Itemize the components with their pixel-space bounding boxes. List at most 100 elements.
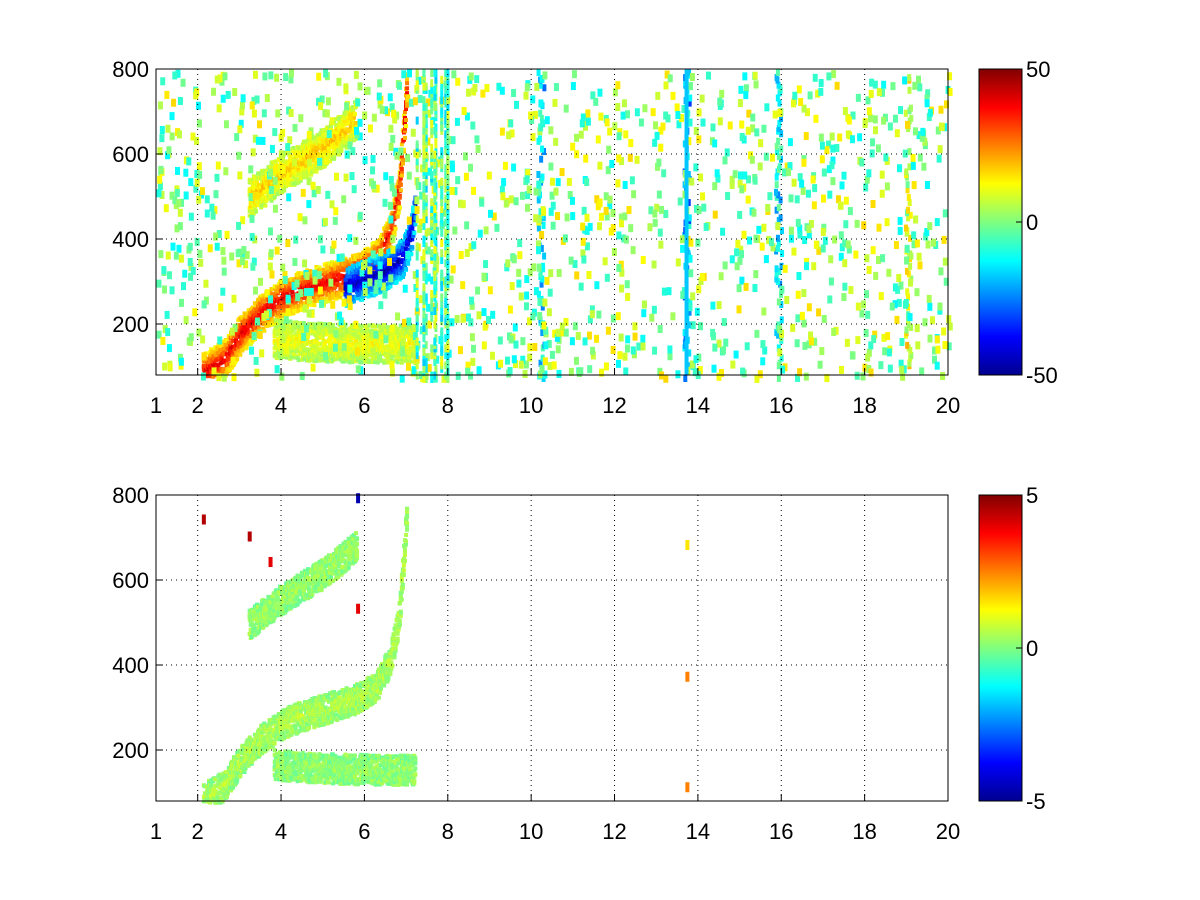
heatmap-cell: [251, 257, 257, 266]
heatmap-cell: [396, 201, 401, 206]
heatmap-cell: [333, 284, 338, 289]
heatmap-cell: [248, 186, 253, 191]
heatmap-cell: [308, 165, 313, 170]
heatmap-cell: [553, 137, 559, 146]
heatmap-cell: [688, 298, 693, 306]
heatmap-cell: [231, 352, 236, 357]
heatmap-cell: [332, 273, 337, 278]
heatmap-cell: [251, 316, 256, 321]
heatmap-cell: [384, 254, 389, 259]
heatmap-cell: [368, 289, 373, 294]
heatmap-cell: [258, 195, 263, 200]
heatmap-cell: [247, 206, 252, 211]
heatmap-cell: [308, 269, 313, 274]
heatmap-cell: [400, 246, 405, 251]
heatmap-cell: [383, 271, 388, 276]
heatmap-cell: [344, 331, 349, 336]
heatmap-cell: [276, 304, 281, 309]
heatmap-cell: [285, 322, 290, 327]
heatmap-cell: [330, 150, 335, 155]
heatmap-cell: [277, 166, 282, 171]
heatmap-cell: [287, 171, 292, 176]
heatmap-cell: [324, 109, 330, 118]
heatmap-cell: [226, 340, 231, 345]
heatmap-cell: [290, 290, 295, 295]
heatmap-cell: [413, 216, 418, 221]
heatmap-cell: [562, 234, 568, 243]
heatmap-cell: [242, 325, 247, 330]
heatmap-cell: [397, 248, 402, 253]
heatmap-cell: [341, 143, 346, 148]
heatmap-cell: [331, 295, 336, 300]
heatmap-cell: [284, 288, 289, 293]
heatmap-cell: [324, 327, 329, 332]
heatmap-cell: [346, 339, 351, 344]
heatmap-cell: [392, 265, 397, 270]
heatmap-cell: [245, 338, 250, 343]
heatmap-cell: [343, 173, 349, 182]
heatmap-cell: [307, 144, 312, 149]
heatmap-cell: [542, 84, 547, 92]
heatmap-cell: [296, 324, 301, 329]
heatmap-cell: [268, 164, 273, 169]
heatmap-cell: [262, 299, 267, 304]
heatmap-cell: [360, 328, 365, 333]
heatmap-cell: [779, 316, 784, 324]
heatmap-cell: [310, 323, 315, 328]
heatmap-cell: [292, 355, 297, 360]
heatmap-cell: [385, 237, 390, 242]
heatmap-cell: [739, 276, 745, 285]
heatmap-cell: [535, 240, 541, 249]
heatmap-cell: [332, 216, 338, 225]
heatmap-cell: [758, 139, 764, 148]
heatmap-cell: [541, 222, 546, 229]
heatmap-cell: [879, 88, 885, 97]
heatmap-cell: [313, 135, 318, 140]
heatmap-cell: [327, 298, 332, 303]
heatmap-cell: [292, 181, 297, 186]
heatmap-cell: [775, 148, 780, 156]
heatmap-cell: [316, 154, 321, 159]
heatmap-cell: [261, 184, 266, 189]
heatmap-cell: [298, 299, 303, 304]
heatmap-cell: [384, 248, 389, 253]
heatmap-cell: [286, 303, 291, 308]
heatmap-cell: [397, 357, 402, 362]
heatmap-cell: [314, 344, 319, 349]
heatmap-cell: [295, 275, 300, 280]
heatmap-cell: [312, 322, 317, 327]
heatmap-cell: [268, 186, 274, 195]
heatmap-cell: [539, 114, 544, 122]
heatmap-cell: [327, 159, 332, 164]
heatmap-cell: [401, 113, 406, 118]
heatmap-cell: [244, 344, 249, 349]
heatmap-cell: [373, 260, 378, 265]
heatmap-cell: [282, 177, 287, 182]
heatmap-cell: [908, 104, 913, 112]
heatmap-cell: [277, 331, 282, 336]
heatmap-cell: [397, 245, 402, 250]
heatmap-cell: [292, 175, 297, 180]
heatmap-cell: [390, 245, 396, 254]
heatmap-cell: [257, 326, 262, 331]
heatmap-cell: [291, 299, 296, 304]
heatmap-cell: [610, 345, 616, 354]
heatmap-cell: [281, 304, 286, 309]
heatmap-cell: [352, 100, 357, 105]
heatmap-cell: [538, 359, 543, 367]
heatmap-cell: [404, 246, 409, 251]
heatmap-cell: [398, 268, 403, 273]
heatmap-cell: [350, 270, 355, 275]
heatmap-cell: [385, 277, 390, 282]
heatmap-cell: [750, 124, 756, 133]
heatmap-cell: [904, 267, 909, 275]
heatmap-cell: [203, 368, 208, 373]
heatmap-cell: [354, 120, 358, 125]
heatmap-cell: [276, 183, 281, 188]
heatmap-cell: [909, 352, 914, 360]
heatmap-cell: [302, 294, 307, 299]
heatmap-cell: [298, 329, 303, 334]
heatmap-cell: [207, 371, 212, 376]
heatmap-cell: [337, 336, 342, 341]
